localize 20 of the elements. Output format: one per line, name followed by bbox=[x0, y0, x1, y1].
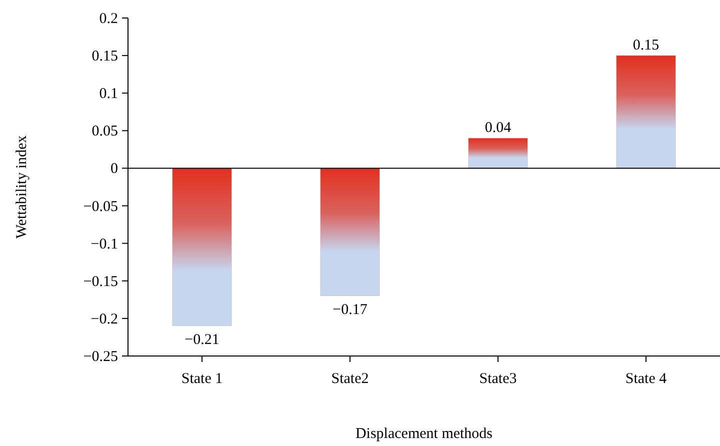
x-tick-label: State2 bbox=[331, 371, 369, 387]
x-tick-label: State3 bbox=[479, 371, 517, 387]
y-tick-label: −0.05 bbox=[83, 198, 118, 215]
y-tick-label: −0.25 bbox=[83, 349, 118, 365]
data-label: 0.15 bbox=[632, 38, 660, 54]
data-label: −0.17 bbox=[332, 302, 368, 318]
y-tick-label: 0 bbox=[110, 161, 118, 178]
y-axis-title: Wettability index bbox=[14, 134, 30, 239]
y-tick-label: −0.1 bbox=[90, 236, 118, 252]
x-tick-label: State 4 bbox=[625, 371, 668, 387]
y-tick-label: 0.2 bbox=[99, 11, 118, 27]
data-label: 0.04 bbox=[484, 120, 512, 136]
y-tick-label: 0.1 bbox=[99, 86, 118, 102]
y-tick-label: −0.2 bbox=[90, 311, 118, 328]
y-tick-label: 0.05 bbox=[92, 124, 118, 140]
y-tick-label: −0.15 bbox=[83, 274, 118, 290]
x-tick-label: State 1 bbox=[181, 371, 223, 387]
y-tick-label: 0.15 bbox=[92, 48, 118, 65]
data-label: −0.21 bbox=[184, 332, 220, 348]
x-axis-title: Displacement methods bbox=[355, 426, 493, 442]
